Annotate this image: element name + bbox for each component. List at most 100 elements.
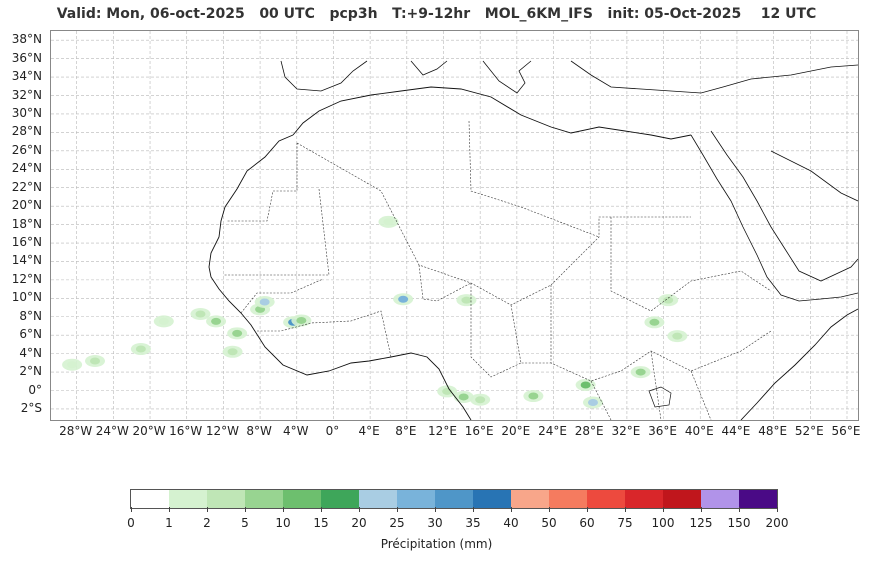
longitude-label: 8°E (395, 424, 417, 438)
precip-patch (135, 345, 146, 353)
precip-patch (383, 218, 394, 226)
colorbar-tick-label: 125 (689, 516, 713, 530)
precip-patch (211, 317, 222, 325)
colorbar-tick-mark (321, 507, 322, 512)
colorbar-tick-label: 1 (165, 516, 173, 530)
latitude-label: 26°N (11, 142, 42, 157)
colorbar-swatch (663, 490, 701, 508)
colorbar-swatch (169, 490, 207, 508)
colorbar-tick-mark (283, 507, 284, 512)
latitude-label: 28°N (11, 124, 42, 139)
longitude-label: 12°E (428, 424, 457, 438)
africa-coastline (208, 134, 858, 420)
graticule (51, 31, 858, 420)
latitude-label: 36°N (11, 50, 42, 65)
europe-coastline (280, 60, 858, 94)
precip-patch (195, 310, 206, 318)
latitude-label: 2°S (20, 400, 42, 415)
precip-patch (232, 329, 243, 337)
latitude-label: 0° (28, 382, 42, 397)
precip-patch (296, 316, 307, 324)
colorbar-swatch (435, 490, 473, 508)
colorbar-tick-mark (549, 507, 550, 512)
longitude-label: 12°W (205, 424, 239, 438)
colorbar-tick-mark (663, 507, 664, 512)
precip-patch (672, 332, 683, 340)
colorbar-swatch (397, 490, 435, 508)
colorbar-tick-label: 0 (127, 516, 135, 530)
precip-patch (67, 361, 78, 369)
colorbar-swatch (701, 490, 739, 508)
precip-patch (461, 296, 472, 304)
longitude-label: 8°W (246, 424, 272, 438)
colorbar-tick-label: 200 (765, 516, 789, 530)
precipitation-field (62, 215, 688, 409)
colorbar-tick-mark (625, 507, 626, 512)
longitude-label: 48°E (758, 424, 788, 438)
latitude-label: 24°N (11, 161, 42, 176)
colorbar-swatch (321, 490, 359, 508)
longitude-label: 20°E (501, 424, 531, 438)
latitude-label: 4°N (19, 345, 42, 360)
colorbar-tick-mark (245, 507, 246, 512)
longitude-label: 24°W (95, 424, 129, 438)
latitude-label: 18°N (11, 216, 42, 231)
latitude-label: 12°N (11, 271, 42, 286)
longitude-label: 20°W (132, 424, 166, 438)
precipitation-colorbar (130, 489, 778, 509)
precip-patch (90, 357, 101, 365)
colorbar-swatch (245, 490, 283, 508)
colorbar-tick-mark (473, 507, 474, 512)
colorbar-tick-mark (359, 507, 360, 512)
colorbar-tick-mark (397, 507, 398, 512)
colorbar-tick-mark (207, 507, 208, 512)
colorbar-swatch (739, 490, 777, 508)
colorbar-swatch (283, 490, 321, 508)
longitude-label: 24°E (538, 424, 567, 438)
colorbar-swatch (207, 490, 245, 508)
precip-patch (649, 318, 660, 326)
longitude-label: 32°E (611, 424, 641, 438)
latitude-label: 20°N (11, 198, 42, 213)
colorbar-tick-mark (435, 507, 436, 512)
longitude-label: 16°E (464, 424, 494, 438)
precip-patch (398, 295, 409, 303)
country-borders (223, 120, 772, 420)
latitude-label: 22°N (11, 179, 42, 194)
precip-patch (259, 298, 270, 306)
country-border-lines (223, 120, 772, 420)
latitude-label: 2°N (19, 364, 42, 379)
precip-patch (580, 381, 591, 389)
precip-patch (458, 393, 469, 401)
latitude-label: 32°N (11, 87, 42, 102)
longitude-label: 40°E (684, 424, 714, 438)
colorbar-tick-label: 35 (465, 516, 481, 530)
precip-patch (587, 398, 598, 406)
colorbar-tick-mark (739, 507, 740, 512)
colorbar-swatch (625, 490, 663, 508)
colorbar-swatch (587, 490, 625, 508)
precip-patch (663, 296, 674, 304)
colorbar-tick-label: 60 (579, 516, 595, 530)
colorbar-tick-label: 30 (427, 516, 443, 530)
colorbar-tick-mark (169, 507, 170, 512)
latitude-label: 30°N (11, 105, 42, 120)
colorbar-tick-label: 50 (541, 516, 557, 530)
latitude-label: 16°N (11, 235, 42, 249)
colorbar-swatch (473, 490, 511, 508)
longitude-label: 0° (325, 424, 340, 438)
longitude-label: 28°W (59, 424, 93, 438)
colorbar-tick-label: 2 (203, 516, 211, 530)
red-sea-coastline (690, 130, 858, 302)
latitude-label: 8°N (19, 308, 42, 323)
precip-patch (528, 392, 539, 400)
colorbar-tick-label: 25 (389, 516, 405, 530)
longitude-label: 4°E (358, 424, 380, 438)
colorbar-tick-label: 20 (351, 516, 367, 530)
colorbar-swatch (511, 490, 549, 508)
precip-patch (227, 348, 238, 356)
colorbar-label: Précipitation (mm) (380, 537, 493, 551)
latitude-label: 6°N (19, 327, 42, 342)
longitude-label: 36°E (648, 424, 677, 438)
colorbar-tick-label: 5 (241, 516, 249, 530)
